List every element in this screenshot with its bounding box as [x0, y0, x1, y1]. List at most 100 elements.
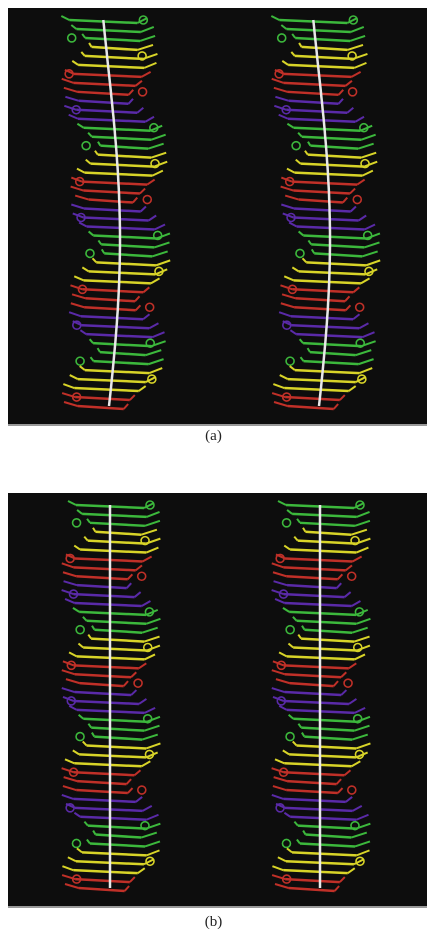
dna-stroke: [75, 397, 130, 400]
dna-stroke: [304, 630, 352, 633]
dna-stroke: [127, 779, 132, 784]
dna-stroke: [80, 817, 146, 820]
dna-stroke: [300, 164, 363, 167]
dna-stroke: [290, 366, 295, 370]
dna-stroke: [70, 375, 78, 379]
dna-stroke: [302, 626, 304, 630]
dna-stroke: [353, 287, 359, 292]
dna-stroke: [73, 567, 135, 570]
dna-stroke: [298, 635, 301, 639]
figure: (a) (b): [0, 0, 427, 939]
dna-stroke: [74, 276, 83, 280]
dna-stroke: [340, 395, 345, 400]
dna-stroke: [146, 303, 154, 311]
dna-stroke: [63, 572, 76, 576]
dna-stroke: [289, 612, 356, 615]
dna-stroke: [92, 47, 138, 50]
dna-stroke: [356, 548, 368, 553]
dna-stroke: [356, 743, 370, 748]
dna-stroke: [294, 280, 361, 283]
dna-stroke: [355, 708, 365, 713]
dna-stroke: [280, 375, 288, 379]
dna-stroke: [284, 276, 293, 280]
dna-stroke: [84, 307, 136, 310]
dna-stroke: [364, 162, 377, 167]
dna-stroke: [138, 572, 146, 580]
dna-stroke: [287, 510, 292, 514]
dna-stroke: [292, 267, 298, 271]
dna-stroke: [288, 406, 334, 409]
dna-stroke: [63, 384, 74, 388]
dna-stroke: [77, 92, 128, 95]
dna-stroke: [335, 886, 339, 891]
dna-stroke: [149, 215, 156, 220]
dna-stroke: [85, 38, 140, 41]
dna-stroke: [80, 550, 146, 553]
dna-stroke: [76, 733, 84, 741]
dna-stroke: [308, 155, 361, 158]
dna-stroke: [101, 244, 154, 247]
dna-stroke: [141, 833, 157, 838]
dna-stroke: [69, 115, 78, 119]
dna-stroke: [96, 835, 142, 838]
dna-stroke: [65, 599, 74, 603]
dna-stroke: [284, 813, 290, 817]
dna-stroke: [145, 654, 155, 659]
dna-stroke: [94, 630, 142, 633]
dna-stroke: [142, 735, 158, 740]
dna-stroke: [290, 683, 334, 686]
dna-stroke: [152, 332, 164, 337]
dna-stroke: [284, 603, 351, 606]
dna-stroke: [298, 826, 356, 829]
dna-stroke: [300, 843, 355, 846]
dna-stroke: [62, 866, 73, 870]
dna-stroke: [282, 61, 288, 65]
dna-stroke: [291, 52, 294, 56]
dna-stroke: [283, 799, 345, 802]
dna-stroke: [286, 790, 338, 793]
dna-stroke: [77, 585, 127, 588]
dna-stroke: [76, 357, 84, 365]
dna-stroke: [64, 402, 78, 406]
dna-stroke: [92, 137, 152, 140]
dna-stroke: [103, 20, 120, 406]
dna-stroke: [90, 164, 153, 167]
dna-stroke: [140, 36, 155, 41]
dna-stroke: [151, 278, 160, 283]
dna-stroke: [297, 519, 300, 523]
dna-stroke: [72, 839, 80, 847]
dna-stroke: [68, 501, 76, 505]
dna-stroke: [138, 868, 145, 873]
dna-stroke: [295, 370, 360, 373]
dna-stroke: [285, 196, 299, 200]
dna-stroke: [285, 397, 340, 400]
dna-stroke: [346, 305, 351, 310]
dna-stroke: [305, 532, 351, 535]
dna-stroke: [301, 357, 304, 361]
dna-stroke: [79, 222, 87, 226]
dna-stroke: [141, 530, 157, 535]
dna-stroke: [84, 822, 87, 826]
dna-stroke: [303, 235, 366, 238]
dna-stroke: [287, 781, 336, 784]
dna-stroke: [362, 171, 372, 176]
dna-stroke: [362, 332, 374, 337]
dna-stroke: [286, 733, 294, 741]
dna-stroke: [275, 759, 284, 763]
dna-stroke: [298, 133, 302, 137]
dna-stroke: [135, 592, 141, 597]
dna-stroke: [304, 737, 352, 740]
dna-stroke: [90, 843, 145, 846]
dna-stroke: [294, 822, 297, 826]
dna-stroke: [83, 648, 146, 651]
dna-stroke: [145, 521, 160, 526]
dna-stroke: [283, 870, 347, 873]
dna-stroke: [337, 583, 342, 588]
dna-stroke: [78, 65, 144, 68]
dna-stroke: [341, 672, 346, 677]
dna-stroke: [346, 797, 352, 802]
dna-stroke: [351, 27, 364, 32]
dna-stroke: [351, 207, 356, 212]
dna-stroke: [308, 142, 310, 146]
dna-stroke: [129, 90, 134, 95]
